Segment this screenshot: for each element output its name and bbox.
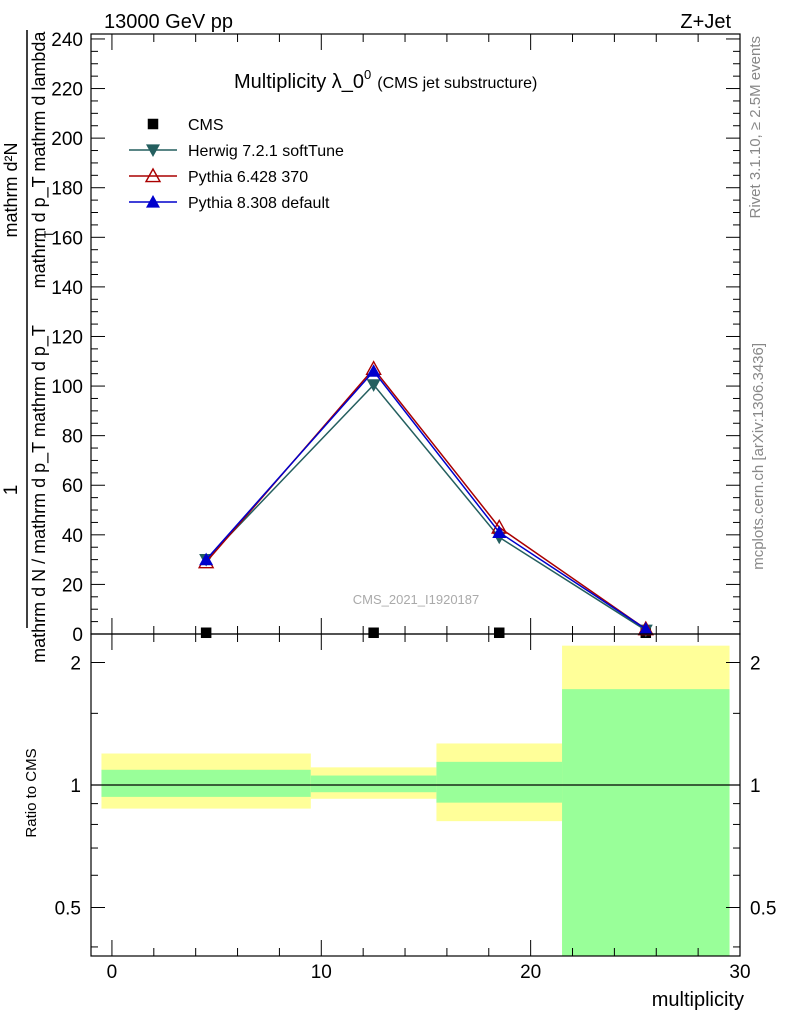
ylabel-prefix-one: 1 [1,485,22,496]
ratio-y-tick-label: 1 [70,776,81,797]
side-label-mcplots: mcplots.cern.ch [arXiv:1306.3436] [750,343,767,570]
ratio-x-axis: 0 10 20 30 [107,634,751,983]
main-y-tick-label: 40 [62,526,83,547]
header-process: Z+Jet [680,11,731,33]
x-tick-label: 0 [107,962,118,983]
ylabel-numerator-line1: mathrm d²N [1,142,21,237]
chart-subtitle: (CMS jet substructure) [377,75,537,92]
ylabel-numerator-line2: mathrm d p_T mathrm d lambda [29,31,50,289]
x-tick-label: 20 [520,962,541,983]
main-plot-area [197,360,654,639]
main-y-axis-label: 1 mathrm d N / mathrm d p_T mathrm d p_T… [1,30,56,663]
chart-title-main: Multiplicity λ_0 [234,71,364,93]
ylabel-denominator: mathrm d N / mathrm d p_T mathrm d p_T [29,325,50,663]
legend-marker [146,195,160,208]
legend: CMS Herwig 7.2.1 softTune Pythia 6.428 370… [129,117,344,212]
ratio-band-inner [310,775,437,793]
ratio-band-inner [436,761,563,803]
main-y-tick-label: 200 [51,129,83,150]
legend-marker [146,144,160,157]
series-0-point [200,627,212,639]
series-3-point [366,364,381,377]
main-y-tick-label: 0 [72,625,83,646]
main-y-tick-label: 220 [51,80,83,101]
main-y-tick-label: 140 [51,278,83,299]
main-y-tick-label: 20 [62,575,83,596]
series-0-point [493,627,505,639]
ylabel-numerator-subscript: T [42,230,56,238]
main-y-tick-label: 120 [51,327,83,348]
ratio-y-tick-label-right: 0.5 [750,898,776,919]
header-energy: 13000 GeV pp [104,11,233,33]
ratio-y-tick-label: 0.5 [55,898,81,919]
main-x-axis [111,34,741,634]
ratio-band-inner [562,689,730,956]
legend-label: Pythia 8.308 default [188,195,330,212]
legend-marker [147,118,159,130]
legend-label: CMS [188,117,224,134]
series-3-line [205,370,647,630]
series-1-line [205,383,647,631]
main-y-tick-label: 240 [51,30,83,51]
main-y-tick-label: 180 [51,179,83,200]
legend-label: Pythia 6.428 370 [188,169,308,186]
series-1-point [366,379,381,392]
main-y-axis: 0 20 40 60 80 100 120 140 160 180 200 220 240 [51,30,740,646]
main-y-tick-label: 100 [51,377,83,398]
main-panel: 0 20 40 60 80 100 120 140 160 180 200 220 240 Multip… [1,30,741,663]
main-y-tick-label: 60 [62,476,83,497]
series-3-point [199,552,214,566]
series-0-point [368,627,379,639]
legend-marker [144,167,162,183]
main-y-tick-label: 160 [51,228,83,249]
ratio-y-tick-label-right: 2 [750,654,761,675]
series-3-point [492,525,507,538]
ratio-y-tick-label: 2 [70,654,81,675]
series-2-line [205,367,647,630]
ratio-frame [90,633,741,957]
ratio-panel: 0.5 0.5 1 1 2 2 0 10 20 30 Ratio to CMS multipli… [23,633,776,1011]
ratio-y-axis: 0.5 0.5 1 1 2 2 [55,654,776,948]
ratio-band-inner [101,769,311,797]
legend-label: Herwig 7.2.1 softTune [188,143,344,160]
chart-title: Multiplicity λ_00 (CMS jet substructure) [234,67,537,93]
ratio-y-tick-label-right: 1 [750,776,761,797]
watermark: CMS_2021_I1920187 [353,592,480,607]
chart-title-superscript: 0 [364,67,371,82]
x-tick-label: 10 [311,962,332,983]
side-label-rivet: Rivet 3.1.10, ≥ 2.5M events [747,36,764,219]
ratio-y-axis-label: Ratio to CMS [23,748,40,837]
x-axis-label: multiplicity [652,989,744,1011]
ratio-plot-area [91,645,740,956]
x-tick-label: 30 [729,962,750,983]
series-3-point [638,622,653,635]
main-y-tick-label: 80 [62,427,83,448]
